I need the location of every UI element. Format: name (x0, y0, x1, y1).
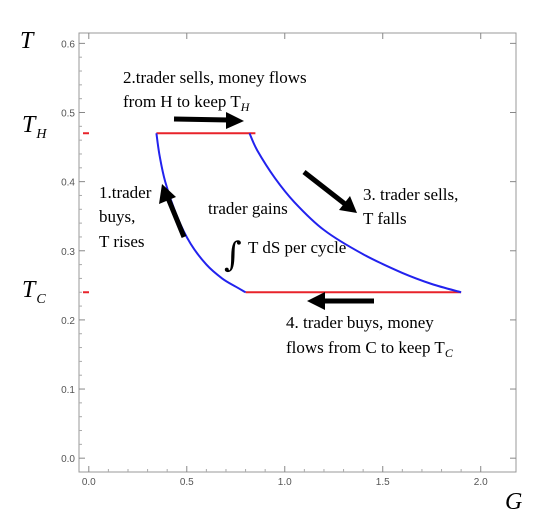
step3-line2: T falls (363, 209, 407, 228)
step1-line3: T rises (99, 232, 145, 251)
y-tick-label: 0.5 (61, 109, 75, 120)
gain-line1: trader gains (208, 199, 288, 218)
step4-line1: 4. trader buys, money (286, 313, 434, 332)
right-adiabat-line (248, 132, 462, 294)
step2-line2: from H to keep TH (123, 92, 251, 114)
arrow-step1 (159, 184, 187, 238)
arrow-step3 (302, 170, 357, 213)
y-tick-label: 0.1 (61, 385, 75, 396)
y-tick-label: 0.4 (61, 178, 75, 189)
x-tick-label: 1.0 (278, 477, 292, 488)
left-adiabat-line (155, 133, 247, 294)
step4-line2: flows from C to keep TC (286, 338, 454, 360)
y-tick-label: 0.3 (61, 247, 75, 258)
th-label: TH (22, 112, 47, 142)
y-tick-label: 0.2 (61, 316, 75, 327)
step3-line1: 3. trader sells, (363, 185, 458, 204)
tc-label: TC (22, 277, 46, 307)
step1-line2: buys, (99, 207, 135, 226)
integral-sign: ∫ (224, 235, 242, 275)
gain-line2: T dS per cycle (248, 238, 346, 257)
y-tick-label: 0.6 (61, 39, 75, 50)
step1-line1: 1.trader (99, 183, 152, 202)
y-axis-label: T (20, 28, 35, 54)
x-tick-label: 0.5 (180, 477, 194, 488)
plot-frame (78, 32, 517, 473)
x-tick-label: 1.5 (376, 477, 390, 488)
arrow-step2 (173, 112, 244, 129)
x-tick-label: 2.0 (474, 477, 488, 488)
y-tick-label: 0.0 (61, 454, 75, 465)
arrow-step4 (307, 292, 374, 310)
x-tick-label: 0.0 (82, 477, 96, 488)
step2-line1: 2.trader sells, money flows (123, 68, 307, 87)
x-axis-label: G (505, 489, 522, 515)
